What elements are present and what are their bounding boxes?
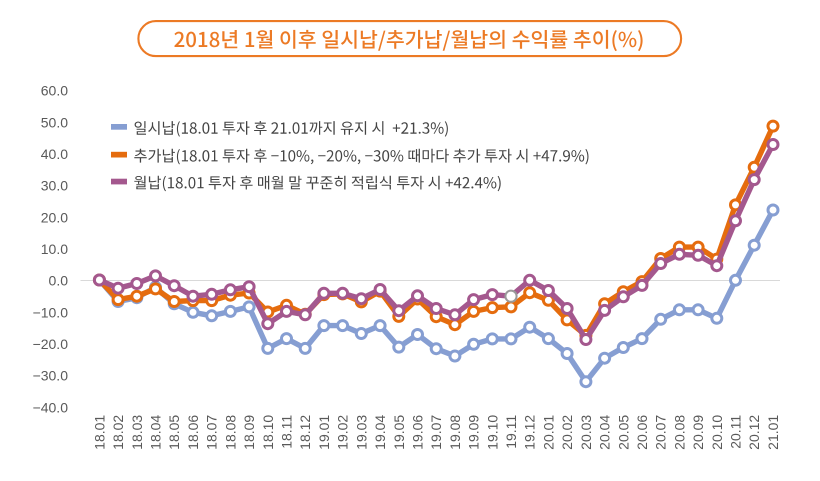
svg-text:20.0: 20.0 bbox=[41, 209, 68, 225]
svg-text:18.11: 18.11 bbox=[279, 415, 295, 449]
svg-text:60.0: 60.0 bbox=[41, 83, 68, 99]
svg-text:18.04: 18.04 bbox=[148, 415, 164, 450]
svg-text:20.11: 20.11 bbox=[728, 415, 744, 449]
svg-text:20.05: 20.05 bbox=[615, 415, 631, 450]
svg-text:18.07: 18.07 bbox=[204, 415, 220, 450]
svg-text:40.0: 40.0 bbox=[41, 146, 68, 162]
svg-text:20.01: 20.01 bbox=[540, 415, 556, 450]
svg-text:20.12: 20.12 bbox=[746, 415, 762, 450]
svg-text:18.05: 18.05 bbox=[166, 415, 182, 450]
svg-text:10.0: 10.0 bbox=[41, 241, 68, 257]
svg-text:19.02: 19.02 bbox=[335, 415, 351, 450]
svg-text:50.0: 50.0 bbox=[41, 114, 68, 130]
svg-text:19.08: 19.08 bbox=[447, 415, 463, 450]
svg-text:−40.0: −40.0 bbox=[33, 399, 69, 415]
svg-text:19.03: 19.03 bbox=[353, 415, 369, 450]
svg-text:19.10: 19.10 bbox=[484, 415, 500, 450]
svg-text:19.11: 19.11 bbox=[503, 415, 519, 449]
svg-text:−20.0: −20.0 bbox=[33, 336, 69, 352]
svg-text:18.09: 18.09 bbox=[241, 415, 257, 450]
svg-text:30.0: 30.0 bbox=[41, 178, 68, 194]
svg-text:20.03: 20.03 bbox=[578, 415, 594, 450]
svg-text:18.02: 18.02 bbox=[110, 415, 126, 450]
svg-text:18.12: 18.12 bbox=[297, 415, 313, 450]
svg-text:20.08: 20.08 bbox=[671, 415, 687, 450]
svg-text:20.07: 20.07 bbox=[653, 415, 669, 450]
svg-text:20.09: 20.09 bbox=[690, 415, 706, 450]
svg-text:19.06: 19.06 bbox=[410, 415, 426, 450]
svg-text:18.06: 18.06 bbox=[185, 415, 201, 450]
svg-text:0.0: 0.0 bbox=[49, 273, 69, 289]
svg-text:20.02: 20.02 bbox=[559, 415, 575, 450]
svg-text:19.07: 19.07 bbox=[428, 415, 444, 450]
svg-text:18.01: 18.01 bbox=[91, 415, 107, 450]
svg-text:18.08: 18.08 bbox=[222, 415, 238, 450]
svg-text:−30.0: −30.0 bbox=[33, 368, 69, 384]
svg-text:19.09: 19.09 bbox=[466, 415, 482, 450]
svg-text:20.10: 20.10 bbox=[709, 415, 725, 450]
svg-text:18.10: 18.10 bbox=[260, 415, 276, 450]
svg-text:20.04: 20.04 bbox=[597, 415, 613, 450]
svg-text:19.01: 19.01 bbox=[316, 415, 332, 450]
svg-text:19.05: 19.05 bbox=[391, 415, 407, 450]
svg-text:−10.0: −10.0 bbox=[33, 304, 69, 320]
svg-text:18.03: 18.03 bbox=[129, 415, 145, 450]
svg-text:20.06: 20.06 bbox=[634, 415, 650, 450]
svg-text:19.04: 19.04 bbox=[372, 415, 388, 450]
svg-text:21.01: 21.01 bbox=[765, 415, 781, 450]
svg-text:19.12: 19.12 bbox=[522, 415, 538, 450]
